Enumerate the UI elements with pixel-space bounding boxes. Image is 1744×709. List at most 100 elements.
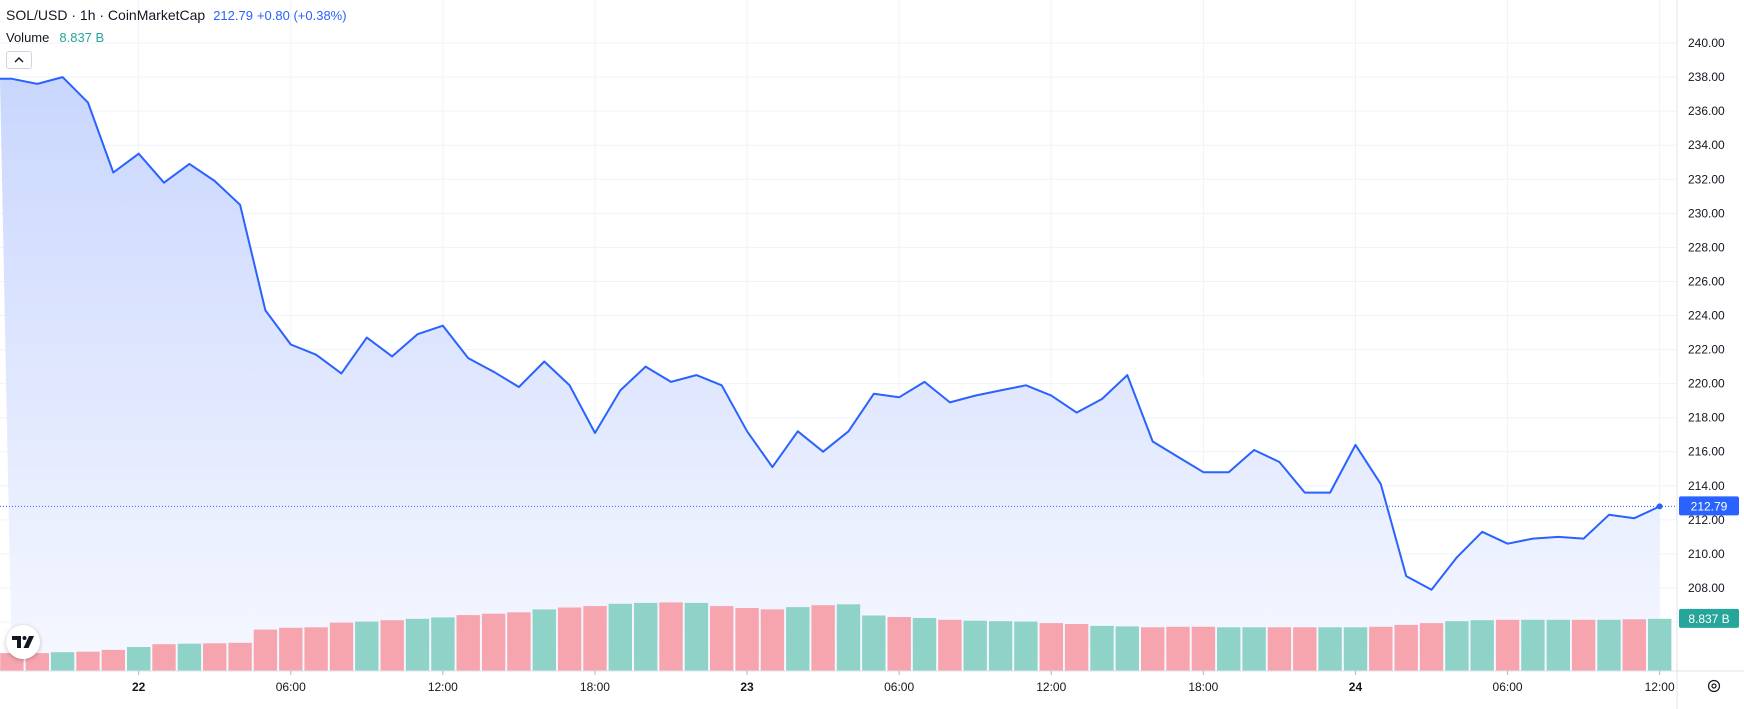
last-price-tag-label: 212.79 xyxy=(1691,499,1728,513)
volume-bar xyxy=(1141,627,1165,671)
y-tick-label: 228.00 xyxy=(1688,240,1725,254)
y-tick-label: 230.00 xyxy=(1688,206,1725,220)
legend-change: +0.80 (+0.38%) xyxy=(256,7,347,23)
volume-bar xyxy=(304,627,328,671)
volume-bar xyxy=(1470,620,1494,671)
last-price-tag xyxy=(1679,496,1739,516)
volume-bar xyxy=(1166,626,1190,671)
y-tick-label: 236.00 xyxy=(1688,104,1725,118)
y-tick-label: 208.00 xyxy=(1688,581,1725,595)
tradingview-logo[interactable] xyxy=(6,625,40,659)
volume-value-tag-label: 8.837 B xyxy=(1688,612,1729,626)
y-tick-label: 214.00 xyxy=(1688,479,1725,493)
volume-bar xyxy=(1343,627,1368,671)
volume-bar xyxy=(735,608,759,671)
volume-value: 8.837 B xyxy=(59,29,105,45)
y-tick-label: 216.00 xyxy=(1688,445,1725,459)
volume-bar xyxy=(608,603,632,671)
volume-bar xyxy=(50,652,75,671)
volume-bar xyxy=(76,651,100,671)
volume-bar xyxy=(177,643,202,671)
volume-bar xyxy=(1064,624,1089,671)
volume-bar xyxy=(811,605,835,671)
x-tick-label: 18:00 xyxy=(580,680,610,694)
x-tick-label: 06:00 xyxy=(1493,680,1523,694)
volume-bar xyxy=(1648,618,1672,671)
x-tick-label: 22 xyxy=(132,680,146,694)
y-tick-label: 224.00 xyxy=(1688,309,1725,323)
tradingview-logo-icon xyxy=(12,636,34,648)
chart-settings-button[interactable] xyxy=(1703,675,1725,697)
x-tick-label: 06:00 xyxy=(884,680,914,694)
volume-bar xyxy=(684,602,709,671)
volume-bar xyxy=(431,617,455,671)
volume-bar xyxy=(1495,619,1520,671)
y-tick-label: 238.00 xyxy=(1688,70,1725,84)
volume-bar xyxy=(1546,619,1570,671)
price-area-fill xyxy=(0,77,1660,672)
volume-bar xyxy=(1039,623,1063,671)
chart-legend: SOL/USD · 1h · CoinMarketCap 212.79 +0.8… xyxy=(6,4,347,48)
volume-bar xyxy=(481,613,506,671)
settings-gear-icon xyxy=(1707,679,1721,693)
volume-bar xyxy=(456,615,480,671)
x-tick-label: 18:00 xyxy=(1188,680,1218,694)
volume-bar xyxy=(1267,627,1292,671)
symbol-title[interactable]: SOL/USD · 1h · CoinMarketCap xyxy=(6,7,206,23)
volume-bar xyxy=(760,609,785,671)
volume-bar xyxy=(127,647,151,671)
legend-price: 212.79 xyxy=(213,7,253,23)
volume-bar xyxy=(659,602,683,671)
y-tick-label: 232.00 xyxy=(1688,172,1725,186)
y-tick-label: 212.00 xyxy=(1688,513,1725,527)
y-tick-label: 210.00 xyxy=(1688,547,1725,561)
x-tick-label: 12:00 xyxy=(1645,680,1675,694)
volume-bar xyxy=(1622,619,1646,671)
volume-bar xyxy=(228,642,252,671)
volume-bar xyxy=(25,653,49,671)
volume-bar xyxy=(938,619,962,671)
x-tick-label: 24 xyxy=(1349,680,1363,694)
last-price-dot xyxy=(1656,503,1663,510)
y-tick-label: 220.00 xyxy=(1688,377,1725,391)
x-tick-label: 12:00 xyxy=(428,680,458,694)
volume-bar xyxy=(710,606,734,671)
y-tick-label: 222.00 xyxy=(1688,343,1725,357)
volume-bar xyxy=(557,607,582,671)
legend-main-row: SOL/USD · 1h · CoinMarketCap 212.79 +0.8… xyxy=(6,4,347,26)
y-tick-label: 218.00 xyxy=(1688,411,1725,425)
volume-bar xyxy=(1014,621,1038,671)
volume-bar xyxy=(786,607,810,671)
volume-bar xyxy=(1394,624,1418,671)
volume-bar xyxy=(1521,619,1545,671)
x-tick-label: 23 xyxy=(740,680,754,694)
collapse-legend-button[interactable] xyxy=(6,51,32,69)
volume-bar xyxy=(963,620,987,671)
volume-bar xyxy=(1419,623,1444,671)
chevron-up-icon xyxy=(14,57,24,63)
volume-bar xyxy=(1242,627,1266,671)
volume-bar xyxy=(1090,625,1114,671)
legend-volume-row: Volume 8.837 B xyxy=(6,26,347,48)
volume-bar xyxy=(405,618,430,671)
volume-bar xyxy=(532,609,556,671)
y-tick-label: 234.00 xyxy=(1688,138,1725,152)
volume-bar xyxy=(355,621,379,671)
volume-bar xyxy=(1597,619,1621,671)
volume-bar xyxy=(862,615,886,671)
volume-bar xyxy=(1217,627,1241,671)
volume-value-tag xyxy=(1679,608,1739,628)
volume-bar xyxy=(912,617,937,671)
volume-bar xyxy=(380,620,404,671)
y-tick-label: 240.00 xyxy=(1688,36,1725,50)
volume-bar xyxy=(203,643,227,671)
x-tick-label: 12:00 xyxy=(1036,680,1066,694)
volume-bar xyxy=(253,629,278,671)
volume-bar xyxy=(1571,619,1596,671)
volume-bar xyxy=(1191,626,1216,671)
volume-label[interactable]: Volume xyxy=(6,29,50,45)
volume-bar xyxy=(583,606,607,671)
x-tick-label: 06:00 xyxy=(276,680,306,694)
